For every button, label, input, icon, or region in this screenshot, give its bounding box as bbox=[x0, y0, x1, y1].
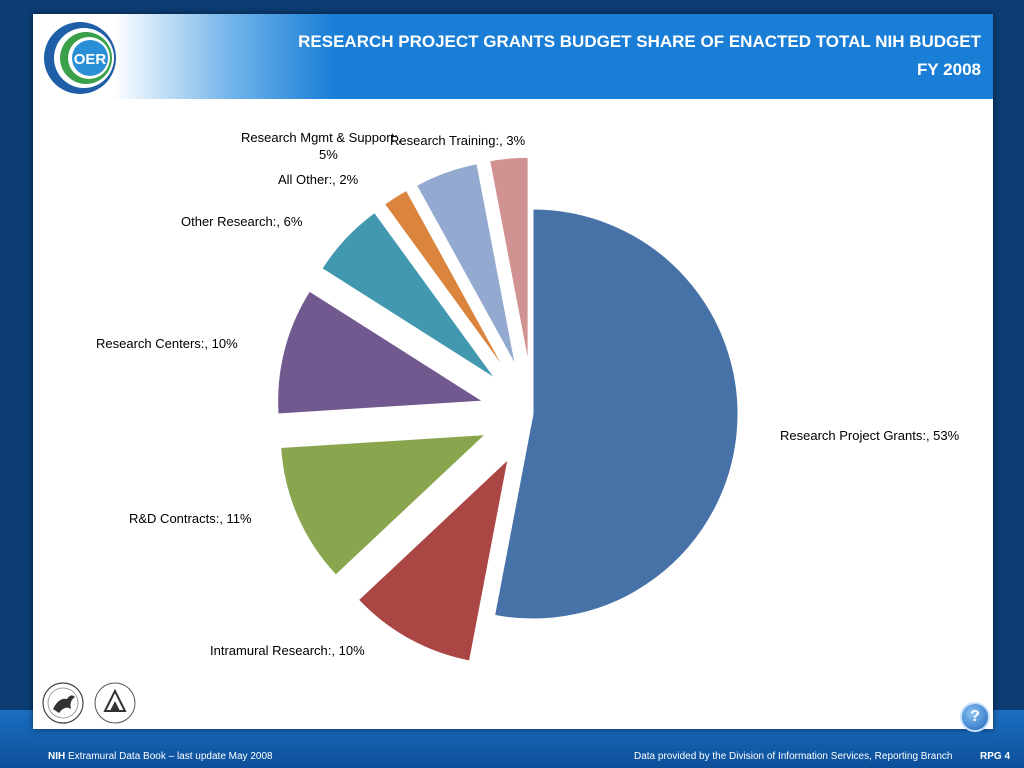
pie-slices bbox=[277, 156, 739, 662]
footer-data-source: Data provided by the Division of Informa… bbox=[634, 751, 953, 762]
label-intramural-research: Intramural Research:, 10% bbox=[210, 643, 365, 658]
oer-logo-text: OER bbox=[74, 51, 107, 68]
label-all-other: All Other:, 2% bbox=[278, 172, 359, 187]
page-number: RPG 4 bbox=[980, 751, 1011, 762]
label-research-centers: Research Centers:, 10% bbox=[96, 336, 238, 351]
hhs-eagle-logo bbox=[42, 682, 84, 724]
chart-title-line1: RESEARCH PROJECT GRANTS BUDGET SHARE OF … bbox=[298, 32, 981, 51]
slide: OER RESEARCH PROJECT GRANTS BUDGET SHARE… bbox=[33, 14, 993, 732]
pie-slice-research-project-grants bbox=[494, 208, 739, 620]
label-research-training: Research Training:, 3% bbox=[390, 133, 526, 148]
label-research-mgmt-line1: Research Mgmt & Support:, bbox=[241, 130, 401, 145]
pie-slice-intramural-research bbox=[357, 458, 509, 662]
footer-nih: NIH bbox=[48, 751, 66, 762]
pie-chart: Research Project Grants:, 53% Intramural… bbox=[96, 130, 960, 662]
label-other-research: Other Research:, 6% bbox=[181, 214, 303, 229]
pie-slice-research-mgmt-support bbox=[415, 163, 516, 366]
pie-slice-other-research bbox=[321, 211, 496, 379]
pie-slice-research-training bbox=[489, 156, 529, 363]
chart-title-line2: FY 2008 bbox=[917, 60, 981, 79]
slide-header: OER RESEARCH PROJECT GRANTS BUDGET SHARE… bbox=[33, 14, 993, 99]
nih-logo bbox=[94, 682, 136, 724]
label-research-mgmt-line2: 5% bbox=[319, 147, 338, 162]
question-mark-icon[interactable]: ? bbox=[960, 702, 990, 732]
oer-logo: OER bbox=[44, 22, 116, 94]
pie-slice-rd-contracts bbox=[280, 434, 487, 576]
label-research-project-grants: Research Project Grants:, 53% bbox=[780, 428, 960, 443]
pie-slice-research-centers bbox=[277, 290, 485, 415]
label-rd-contracts: R&D Contracts:, 11% bbox=[129, 511, 252, 526]
footer-left: NIH Extramural Data Book – last update M… bbox=[48, 751, 273, 762]
pie-labels: Research Project Grants:, 53% Intramural… bbox=[96, 130, 960, 658]
agency-logos bbox=[42, 682, 136, 724]
pie-slice-all-other bbox=[383, 189, 506, 371]
footer-databook-text: Extramural Data Book – last update May 2… bbox=[65, 751, 273, 762]
